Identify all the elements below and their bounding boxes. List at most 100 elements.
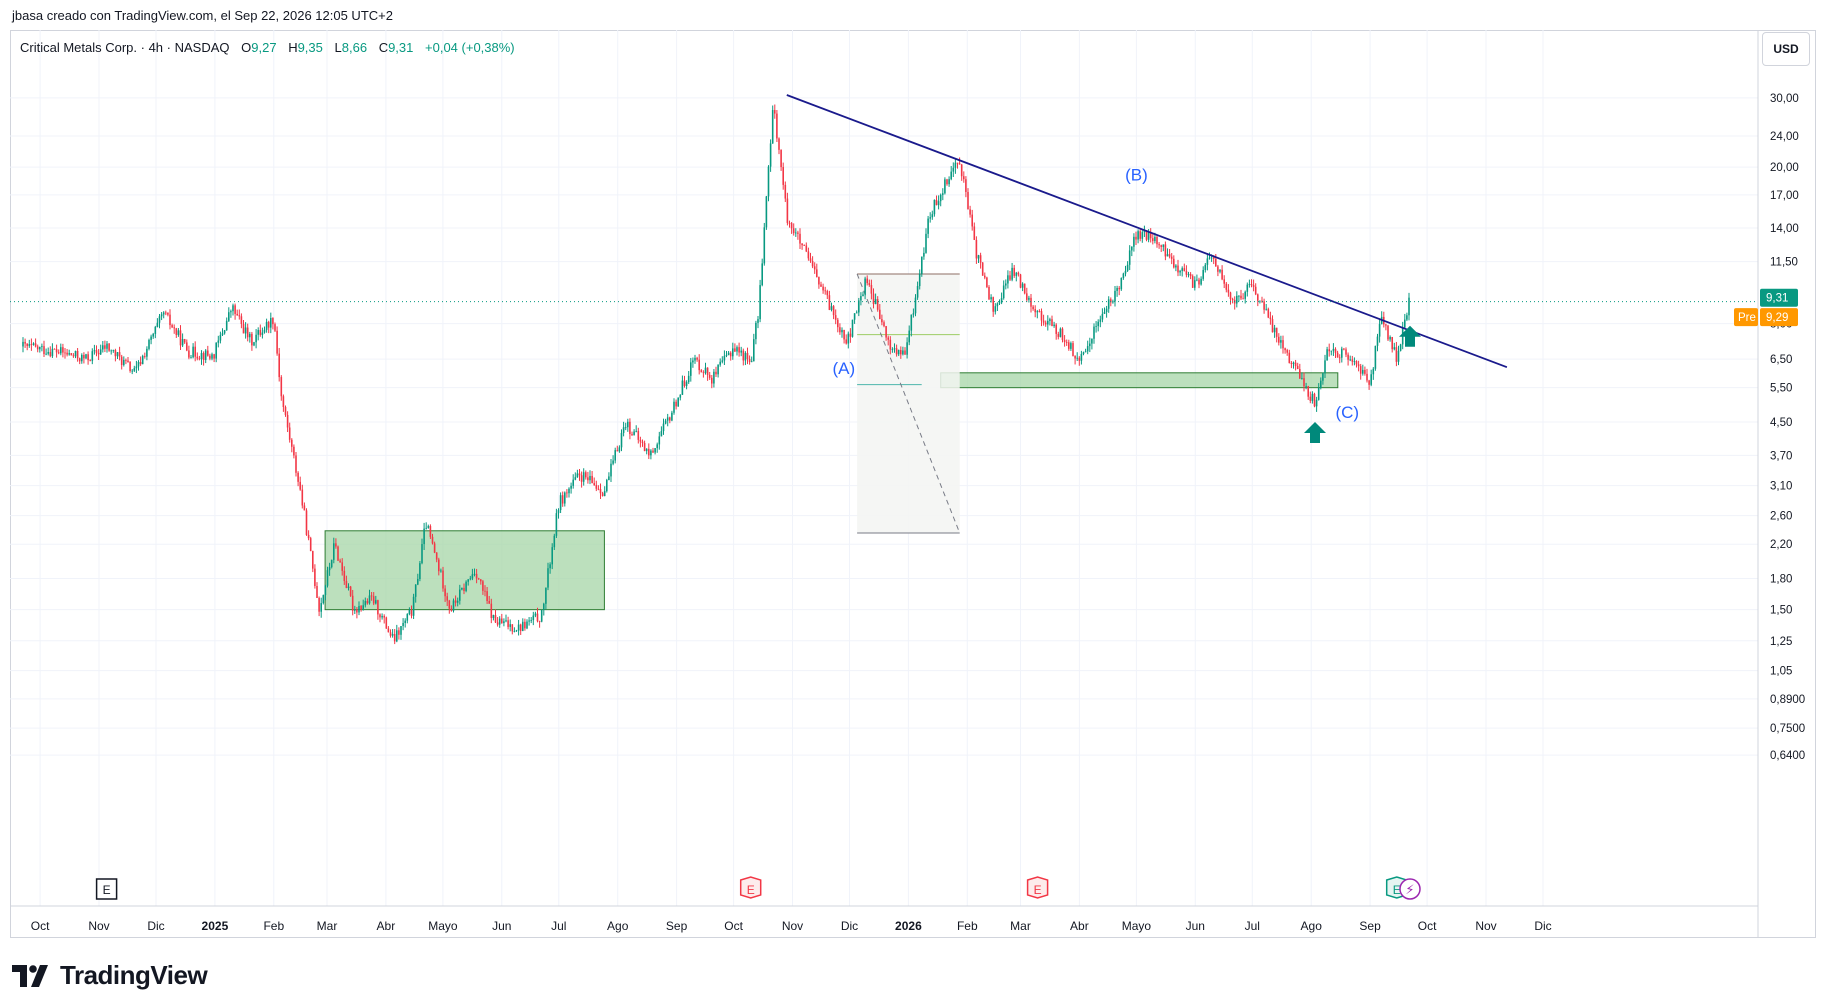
earnings-event-icon[interactable]: E <box>95 878 118 900</box>
candle-body <box>1154 236 1156 242</box>
candle-body <box>377 600 379 615</box>
candle-body <box>864 278 866 295</box>
candle-body <box>931 214 934 218</box>
earnings-event-icon[interactable]: E <box>1026 876 1049 899</box>
candle-body <box>1133 236 1135 247</box>
candle-body <box>1252 285 1255 287</box>
candle-body <box>1208 257 1211 259</box>
candle-body <box>1359 366 1362 374</box>
candle-body <box>643 442 646 452</box>
symbol-legend[interactable]: Critical Metals Corp. · 4h · NASDAQ O9,2… <box>20 40 515 55</box>
candle-body <box>1162 244 1165 247</box>
candle-body <box>1336 352 1339 358</box>
candle-body <box>49 352 52 357</box>
candle-body <box>986 277 988 288</box>
candle-body <box>423 528 425 545</box>
candle-body <box>1271 319 1274 333</box>
candle-body <box>948 179 950 185</box>
currency-selector[interactable]: USD <box>1762 32 1810 66</box>
candle-body <box>454 600 457 603</box>
candle-body <box>1223 279 1225 284</box>
candle-body <box>727 352 730 355</box>
candle-body <box>996 303 999 307</box>
candle-body <box>669 417 671 421</box>
candle-body <box>547 568 549 588</box>
candle-body <box>1378 324 1381 337</box>
candle-body <box>1263 301 1265 310</box>
change-value: +0,04 (+0,38%) <box>425 40 515 55</box>
candle-body <box>1152 238 1154 242</box>
candle-body <box>1282 340 1284 349</box>
candle-body <box>824 290 826 292</box>
candle-body <box>902 350 904 355</box>
symbol-name[interactable]: Critical Metals Corp. · 4h · NASDAQ <box>20 40 230 55</box>
candle-body <box>746 352 749 360</box>
candle-body <box>935 199 938 206</box>
candle-body <box>261 332 264 335</box>
wave-label: (C) <box>1335 403 1359 422</box>
candle-body <box>1206 258 1209 265</box>
candle-body <box>368 595 371 604</box>
candle-body <box>1324 360 1326 374</box>
candle-body <box>557 510 560 514</box>
candle-body <box>1284 348 1286 351</box>
candle-body <box>1116 287 1118 291</box>
candle-body <box>53 348 56 350</box>
candle-body <box>1227 289 1230 293</box>
candle-body <box>988 287 990 300</box>
event-marker-glyph: E <box>103 883 111 897</box>
candle-body <box>816 269 818 278</box>
candle-body <box>1179 270 1181 273</box>
candle-body <box>488 601 490 604</box>
candle-body <box>1112 301 1114 303</box>
candle-body <box>1011 267 1013 280</box>
candle-body <box>253 342 255 346</box>
candle-body <box>93 350 96 352</box>
candle-body <box>34 343 37 347</box>
candle-body <box>545 587 547 604</box>
candle-body <box>242 323 245 334</box>
candle-body <box>908 330 910 343</box>
candle-body <box>1063 339 1066 342</box>
candle-body <box>551 547 553 565</box>
candle-body <box>809 258 812 262</box>
candle-body <box>322 595 325 604</box>
candle-body <box>944 179 946 194</box>
candle-body <box>1023 283 1026 294</box>
earnings-event-icon[interactable]: E <box>739 876 762 899</box>
candle-body <box>1322 373 1324 381</box>
brand-logo[interactable]: TradingView <box>12 960 208 991</box>
dividend-event-icon[interactable]: ⚡ <box>1399 878 1421 900</box>
candle-body <box>732 348 734 357</box>
candle-body <box>123 359 125 365</box>
candle-body <box>946 179 948 185</box>
candle-body <box>1135 236 1137 240</box>
candle-body <box>1137 231 1139 240</box>
candle-body <box>158 316 161 323</box>
candle-body <box>734 348 736 352</box>
candle-body <box>1099 319 1102 322</box>
x-tick-label: Jun <box>1186 919 1205 933</box>
y-tick-label: 1,50 <box>1770 605 1792 617</box>
candle-body <box>887 337 889 340</box>
y-tick-label: 17,00 <box>1770 190 1799 202</box>
candle-body <box>587 477 589 481</box>
candle-body <box>845 339 847 344</box>
candle-body <box>358 606 360 613</box>
candle-body <box>1368 380 1370 385</box>
x-tick-label: Feb <box>957 919 978 933</box>
candle-body <box>843 329 845 340</box>
candle-body <box>91 351 94 361</box>
candle-body <box>57 352 60 354</box>
candle-body <box>282 396 285 408</box>
candle-body <box>942 193 944 195</box>
candle-body <box>475 573 478 579</box>
candle-body <box>950 171 952 180</box>
candle-body <box>629 421 631 435</box>
x-tick-label: Abr <box>377 919 396 933</box>
candle-body <box>148 339 150 349</box>
candle-body <box>1034 309 1036 313</box>
candle-body <box>696 357 698 360</box>
candle-body <box>740 350 742 353</box>
